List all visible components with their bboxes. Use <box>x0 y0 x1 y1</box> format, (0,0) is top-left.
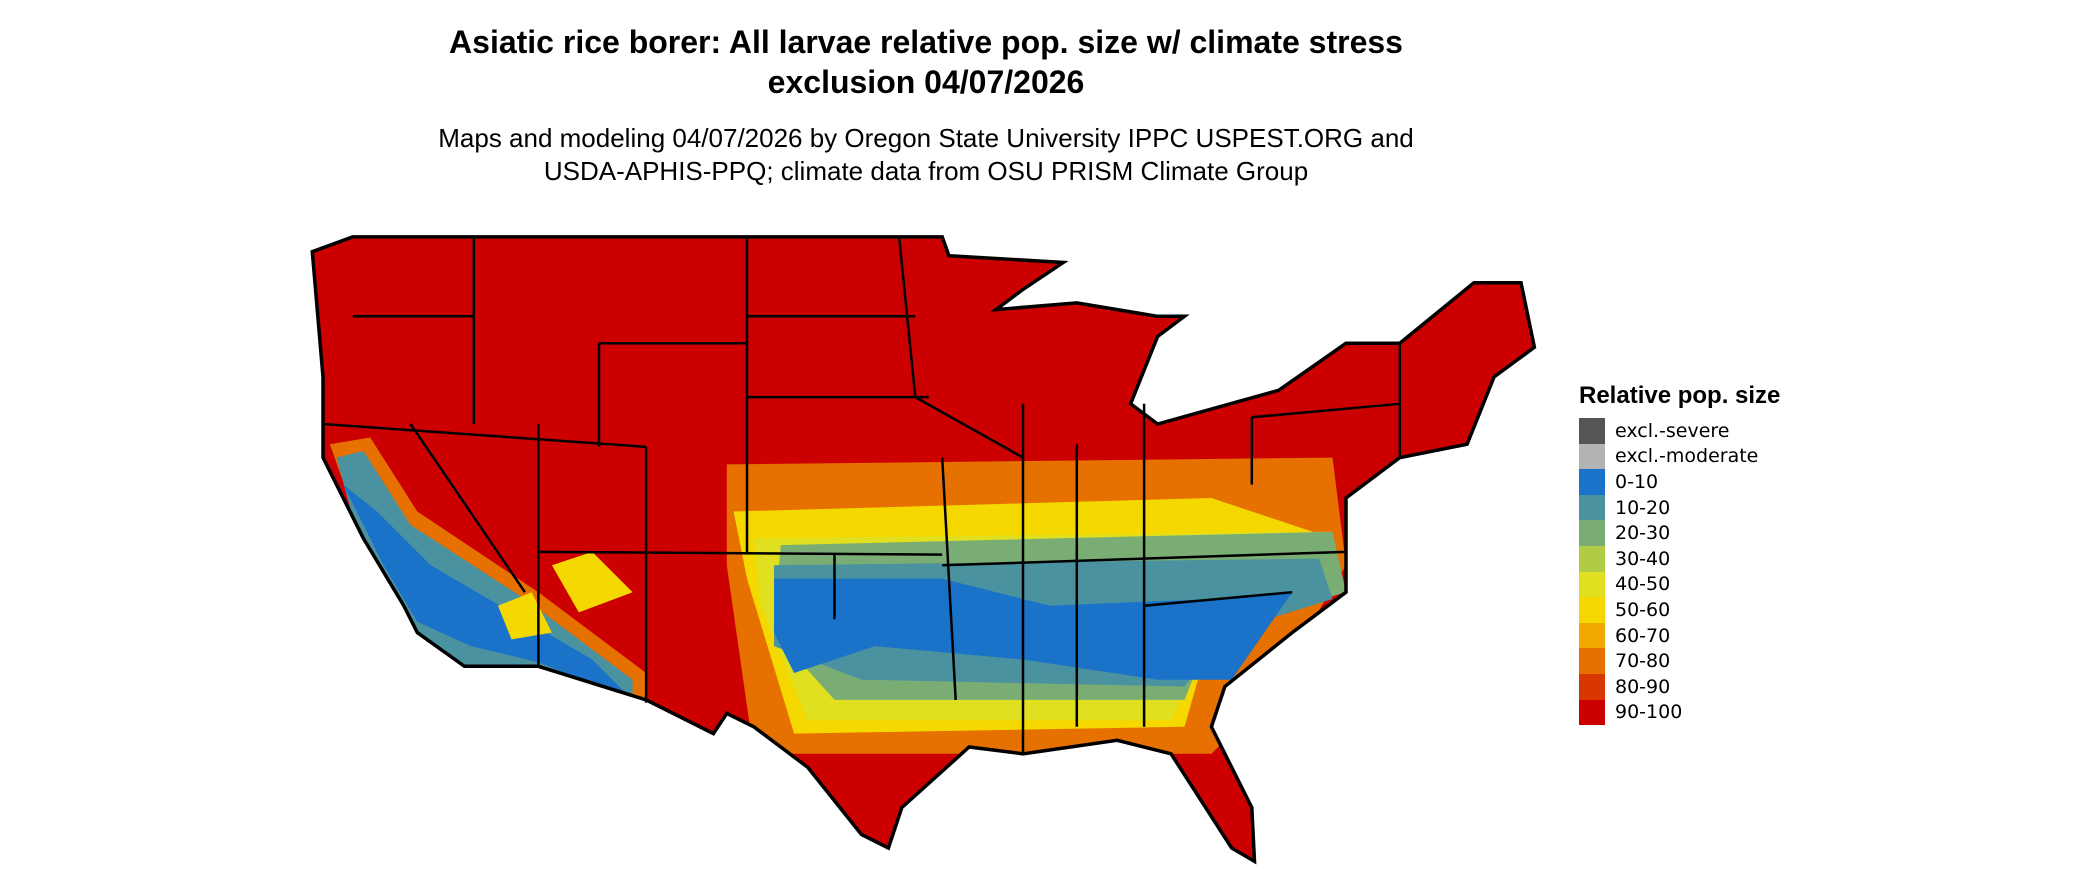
legend-label: 0-10 <box>1615 470 1659 493</box>
map <box>310 235 1537 865</box>
title: Asiatic rice borer: All larvae relative … <box>449 24 1403 100</box>
legend-item: 60-70 <box>1579 622 1758 649</box>
legend-item: 20-30 <box>1579 520 1758 546</box>
legend-label: excl.-moderate <box>1615 445 1759 468</box>
legend-swatch <box>1579 469 1605 495</box>
legend-label: 80-90 <box>1615 675 1671 698</box>
legend-label: excl.-severe <box>1615 419 1730 442</box>
region <box>343 484 633 700</box>
legend-swatch <box>1579 571 1605 598</box>
legend-item: excl.-moderate <box>1579 443 1759 470</box>
legend-label: 10-20 <box>1615 496 1671 519</box>
state-border <box>942 550 1347 567</box>
legend: excl.-severe excl.-moderate 0-10 10-20 20-30… <box>1579 418 1759 726</box>
legend-swatch <box>1579 699 1605 726</box>
legend-swatch <box>1579 622 1605 649</box>
legend-swatch <box>1579 545 1605 572</box>
legend-swatch <box>1579 648 1605 674</box>
legend-swatch <box>1579 494 1605 521</box>
state-border <box>914 396 1024 459</box>
legend-swatch <box>1579 673 1605 700</box>
legend-label: 20-30 <box>1615 522 1671 545</box>
legend-swatch <box>1579 418 1605 444</box>
state-border <box>897 236 917 398</box>
legend-label: 60-70 <box>1615 624 1671 647</box>
state-border <box>409 423 526 593</box>
region <box>551 551 633 613</box>
legend-item: 90-100 <box>1579 699 1758 726</box>
legend-item: 80-90 <box>1579 673 1758 700</box>
legend-swatch <box>1579 597 1605 623</box>
legend-item: 0-10 <box>1579 469 1758 495</box>
legend-label: 90-100 <box>1615 701 1683 724</box>
legend-swatch <box>1579 520 1605 546</box>
legend-item: 50-60 <box>1579 597 1758 623</box>
state-border <box>1143 590 1293 607</box>
legend-item: 10-20 <box>1579 494 1758 521</box>
map-fill <box>312 236 1535 862</box>
legend-item: 40-50 <box>1579 571 1758 598</box>
legend-label: 40-50 <box>1615 573 1671 596</box>
legend-item: 70-80 <box>1579 648 1758 674</box>
legend-item: 30-40 <box>1579 545 1758 572</box>
country-outline <box>310 235 1537 865</box>
legend-label: 70-80 <box>1615 650 1671 673</box>
state-border <box>322 422 647 449</box>
legend-label: 30-40 <box>1615 547 1671 570</box>
legend-label: 50-60 <box>1615 598 1671 621</box>
state-border <box>1251 402 1400 419</box>
state-border <box>538 550 943 556</box>
state-border <box>940 457 957 700</box>
legend-item: excl.-severe <box>1579 418 1758 444</box>
legend-title: Relative pop. size <box>1579 382 1781 409</box>
subtitle: Maps and modeling 04/07/2026 by Oregon S… <box>438 123 1414 186</box>
region <box>336 450 633 700</box>
legend-swatch <box>1579 443 1605 470</box>
